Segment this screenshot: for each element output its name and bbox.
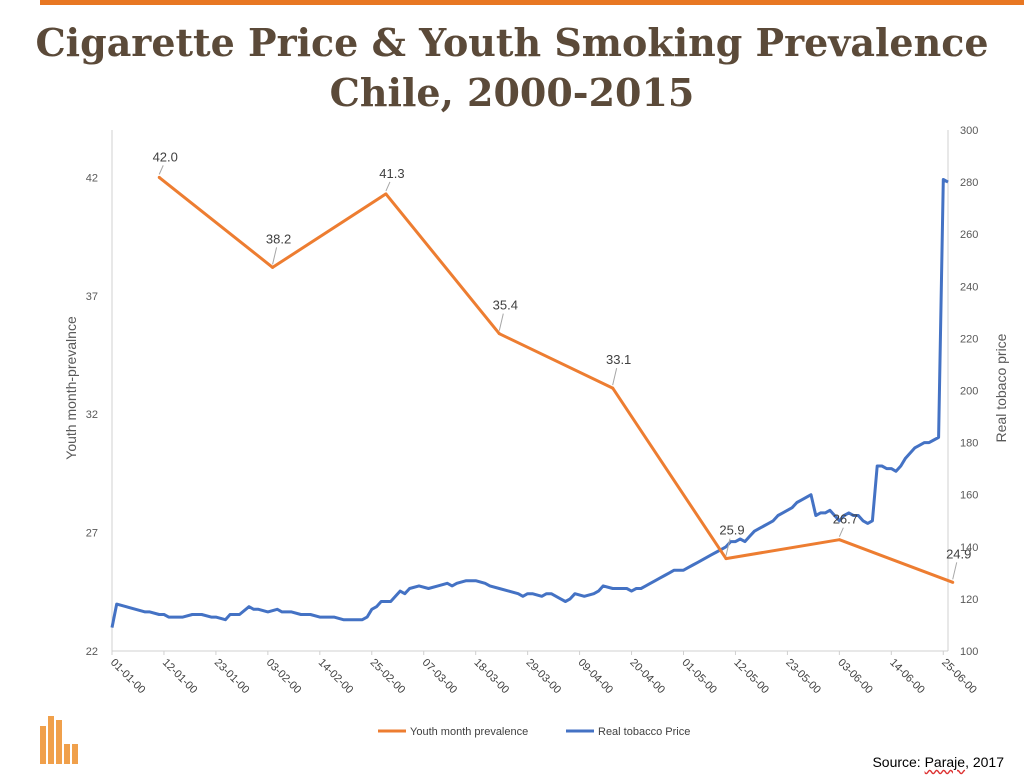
x-tick-label: 25-06-00 bbox=[939, 657, 979, 697]
y-right-tick-label: 280 bbox=[960, 177, 978, 189]
source-prefix: Source: bbox=[872, 754, 925, 770]
y-right-tick-label: 160 bbox=[960, 490, 978, 502]
youth-point bbox=[384, 192, 388, 196]
data-label-leader bbox=[385, 181, 391, 192]
y-left-axis-title: Youth month-prevalnce bbox=[63, 316, 79, 460]
source-suffix: , 2017 bbox=[965, 754, 1004, 770]
x-tick-label: 14-02-00 bbox=[316, 657, 356, 697]
source-name: Paraje bbox=[924, 754, 966, 770]
x-tick-label: 03-06-00 bbox=[835, 657, 875, 697]
title-line-1: Cigarette Price & Youth Smoking Prevalen… bbox=[35, 20, 989, 65]
x-tick-label: 03-02-00 bbox=[264, 657, 304, 697]
x-tick-label: 12-05-00 bbox=[731, 657, 771, 697]
youth-data-label: 42.0 bbox=[153, 149, 178, 164]
x-tick-label: 09-04-00 bbox=[575, 657, 615, 697]
y-left-tick-label: 42 bbox=[86, 172, 98, 184]
x-tick-label: 20-04-00 bbox=[627, 657, 667, 697]
youth-point bbox=[271, 265, 275, 269]
logo-icon bbox=[38, 712, 78, 764]
x-tick-label: 12-01-00 bbox=[160, 657, 200, 697]
x-tick-label: 29-03-00 bbox=[524, 657, 564, 697]
y-right-tick-label: 100 bbox=[960, 646, 978, 658]
source-note: Source: Paraje, 2017 bbox=[872, 754, 1004, 770]
youth-point bbox=[497, 332, 501, 336]
y-left-tick-label: 32 bbox=[86, 409, 98, 421]
top-accent-bar bbox=[40, 0, 1024, 5]
y-left-tick-label: 27 bbox=[86, 528, 98, 540]
legend-label: Real tobacco Price bbox=[598, 726, 690, 738]
series-real-tobacco-price bbox=[110, 178, 949, 628]
youth-data-label: 26.7 bbox=[833, 512, 858, 527]
youth-point bbox=[611, 386, 615, 390]
y-right-tick-label: 140 bbox=[960, 542, 978, 554]
data-label-leader bbox=[158, 165, 164, 175]
price-line bbox=[110, 178, 949, 628]
youth-data-label: 41.3 bbox=[379, 166, 404, 181]
y-right-axis-title: Real tobaco price bbox=[993, 333, 1009, 442]
y-left-tick-label: 37 bbox=[86, 291, 98, 303]
x-tick-label: 18-03-00 bbox=[472, 657, 512, 697]
title-line-2: Chile, 2000-2015 bbox=[329, 70, 695, 115]
y-right-tick-label: 200 bbox=[960, 386, 978, 398]
x-tick-label: 01-05-00 bbox=[679, 657, 719, 697]
youth-data-label: 25.9 bbox=[719, 523, 744, 538]
chart-axes: 22 27 32 37 42 100 120 140 160 180 200 220 240 260 280… bbox=[63, 125, 1009, 696]
data-label-leader bbox=[498, 313, 504, 331]
x-tick-label: 23-01-00 bbox=[212, 657, 252, 697]
youth-point bbox=[951, 580, 955, 584]
x-tick-label: 07-03-00 bbox=[420, 657, 460, 697]
youth-data-label: 33.1 bbox=[606, 352, 631, 367]
legend-label: Youth month prevalence bbox=[410, 726, 528, 738]
youth-data-label: 38.2 bbox=[266, 231, 291, 246]
youth-data-label: 24.9 bbox=[946, 546, 971, 561]
data-label-leader bbox=[272, 247, 278, 265]
x-tick-label: 25-02-00 bbox=[368, 657, 408, 697]
y-right-tick-label: 180 bbox=[960, 438, 978, 450]
y-right-tick-label: 300 bbox=[960, 125, 978, 137]
youth-prevalence-line bbox=[158, 176, 954, 584]
y-left-tick-label: 22 bbox=[86, 646, 98, 658]
data-label-leader bbox=[612, 368, 618, 386]
y-right-tick-label: 240 bbox=[960, 281, 978, 293]
youth-data-label: 35.4 bbox=[493, 298, 518, 313]
youth-point bbox=[157, 175, 161, 179]
y-right-tick-label: 120 bbox=[960, 594, 978, 606]
y-right-tick-label: 260 bbox=[960, 229, 978, 241]
y-right-tick-label: 220 bbox=[960, 333, 978, 345]
chart-legend: Youth month prevalence Real tobacco Price bbox=[378, 726, 690, 738]
x-tick-label: 14-06-00 bbox=[887, 657, 927, 697]
data-label-leader bbox=[725, 538, 731, 556]
series-youth-prevalence: 42.0 38.2 41.3 35.4 33.1 25.9 26.7 24.9 bbox=[153, 149, 971, 584]
data-label-leader bbox=[952, 562, 958, 580]
page-title: Cigarette Price & Youth Smoking Prevalen… bbox=[0, 18, 1024, 118]
x-tick-label: 23-05-00 bbox=[783, 657, 823, 697]
youth-point bbox=[837, 538, 841, 542]
x-tick-label: 01-01-00 bbox=[108, 657, 148, 697]
youth-point bbox=[724, 557, 728, 561]
data-label-leader bbox=[838, 527, 844, 537]
